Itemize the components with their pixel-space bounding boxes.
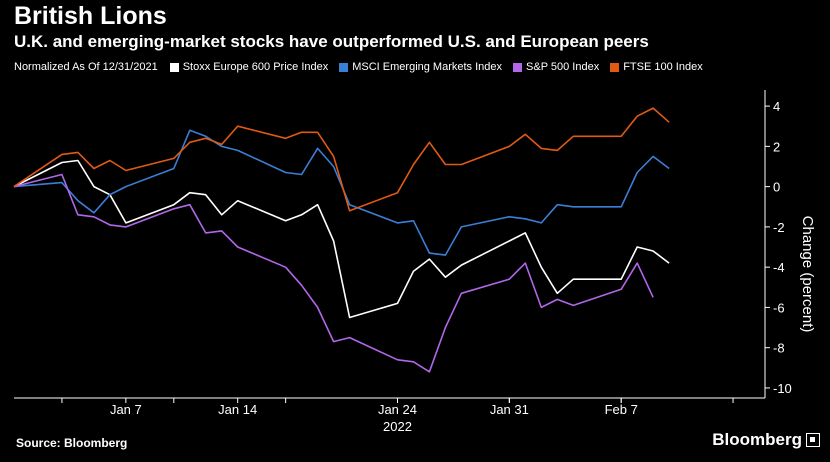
x-tick-label: Feb 7 (605, 402, 638, 417)
y-tick-label: 0 (773, 180, 780, 195)
x-tick-label: Jan 7 (110, 402, 142, 417)
legend: Normalized As Of 12/31/2021 Stoxx Europe… (14, 61, 714, 73)
legend-label-ftse: FTSE 100 Index (623, 61, 703, 73)
chart-title: British Lions (14, 2, 167, 30)
normalization-note: Normalized As Of 12/31/2021 (14, 61, 158, 73)
brand-text: Bloomberg (712, 430, 802, 449)
y-tick-label: 4 (773, 99, 780, 114)
y-axis-title: Change (percent) (799, 216, 816, 333)
y-tick-label: 2 (773, 139, 780, 154)
y-tick-label: -10 (773, 381, 792, 396)
legend-item-msci: MSCI Emerging Markets Index (339, 61, 502, 73)
series-line-2 (13, 173, 654, 373)
legend-item-sp500: S&P 500 Index (513, 61, 599, 73)
legend-label-sp500: S&P 500 Index (526, 61, 600, 73)
chart-axes (14, 90, 770, 403)
legend-swatch-stoxx (169, 62, 179, 72)
x-tick-label: Jan 24 (378, 402, 417, 417)
x-tick-label: Jan 31 (490, 402, 529, 417)
legend-item-stoxx: Stoxx Europe 600 Price Index (169, 61, 329, 73)
y-tick-label: -8 (773, 341, 785, 356)
source-note: Source: Bloomberg (16, 436, 128, 450)
series-line-1 (13, 129, 670, 256)
chart-subtitle: U.K. and emerging-market stocks have out… (14, 32, 649, 51)
y-tick-label: -4 (773, 260, 785, 275)
series-line-0 (13, 159, 670, 319)
legend-swatch-sp500 (513, 62, 523, 72)
chart-lines (13, 107, 670, 373)
y-tick-label: -2 (773, 220, 785, 235)
x-tick-label: Jan 14 (218, 402, 257, 417)
legend-item-ftse: FTSE 100 Index (610, 61, 703, 73)
legend-label-msci: MSCI Emerging Markets Index (352, 61, 503, 73)
chart-axis-labels: 4 2 0 -2 -4 -6 -8 -10 Jan 7 Jan 14 Jan 24 Jan 31 Feb… (110, 99, 816, 434)
legend-swatch-ftse (610, 62, 620, 72)
legend-swatch-msci (339, 62, 349, 72)
bloomberg-badge-icon (806, 433, 820, 447)
series-line-3 (13, 107, 670, 212)
bloomberg-logo: Bloomberg (712, 430, 820, 450)
legend-label-stoxx: Stoxx Europe 600 Price Index (182, 61, 329, 73)
y-tick-label: -6 (773, 300, 785, 315)
x-axis-label: 2022 (383, 419, 412, 434)
